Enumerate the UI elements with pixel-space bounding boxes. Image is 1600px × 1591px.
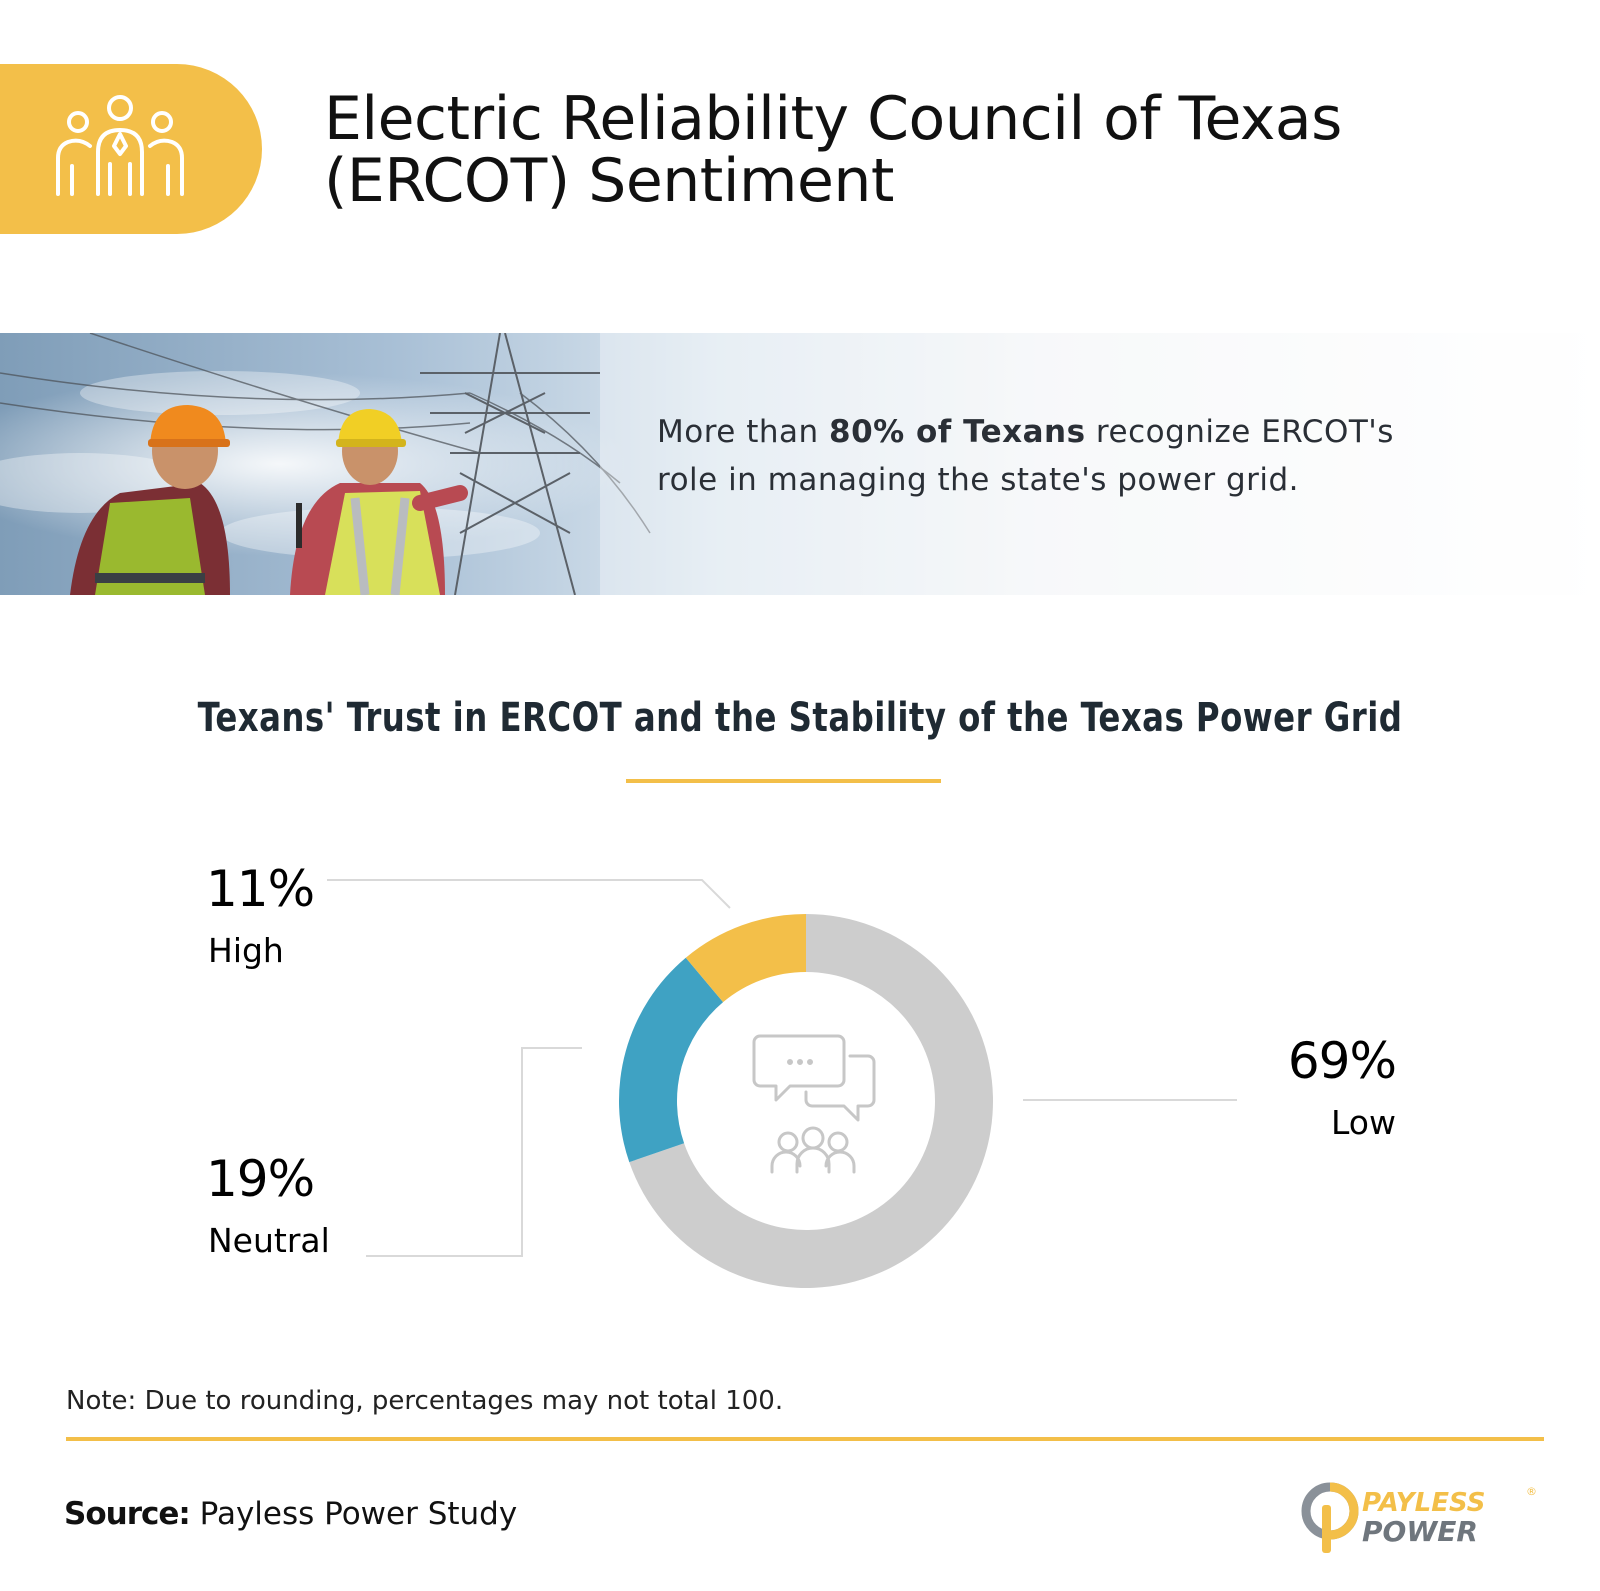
neutral-percent-label: 19%: [206, 1150, 314, 1208]
page-title-line1: Electric Reliability Council of Texas: [324, 84, 1342, 154]
page-title: Electric Reliability Council of Texas (E…: [324, 88, 1504, 212]
logo-line2: POWER: [1362, 1515, 1478, 1548]
banner-text-bold: 80% of Texans: [829, 414, 1086, 450]
source-line: Source: Payless Power Study: [64, 1496, 517, 1532]
payless-power-logo: PAYLESS ® POWER: [1301, 1482, 1537, 1553]
chart-title-rule: [626, 779, 941, 783]
team-people-icon: [56, 95, 184, 196]
banner-text-pre: More than: [657, 414, 830, 450]
page-title-line2: (ERCOT) Sentiment: [324, 146, 894, 216]
banner-text: More than 80% of Texans recognize ERCOT'…: [657, 408, 1457, 504]
low-category-label: Low: [1331, 1103, 1396, 1142]
footer-rule: [66, 1437, 1544, 1441]
donut-slice-low: [629, 914, 993, 1288]
logo-mark: ®: [1526, 1485, 1537, 1498]
chat-group-icon: [752, 1034, 876, 1174]
source-text: Payless Power Study: [199, 1496, 518, 1532]
chart-title: Texans' Trust in ERCOT and the Stability…: [197, 695, 1403, 741]
source-label: Source:: [64, 1496, 191, 1532]
banner-text-post: recognize ERCOT's role in managing the s…: [657, 414, 1394, 498]
logo-line1: PAYLESS: [1362, 1488, 1486, 1518]
banner-image: [0, 333, 1600, 595]
high-percent-label: 11%: [206, 860, 314, 918]
low-percent-label: 69%: [1288, 1032, 1396, 1090]
footnote: Note: Due to rounding, percentages may n…: [66, 1386, 784, 1416]
leader-line-neutral: [366, 1047, 582, 1257]
header-pill: [0, 64, 262, 234]
donut-slice-neutral: [619, 957, 724, 1163]
high-category-label: High: [208, 931, 284, 970]
donut-slice-high: [685, 914, 806, 1003]
neutral-category-label: Neutral: [208, 1221, 330, 1260]
leader-line-high: [327, 879, 731, 909]
